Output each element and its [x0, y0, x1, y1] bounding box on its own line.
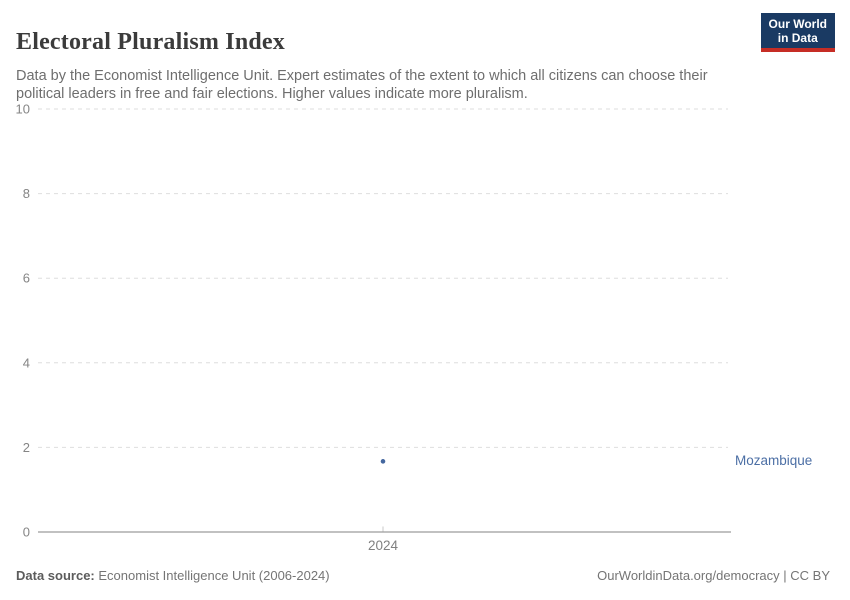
- chart-footer: Data source: Economist Intelligence Unit…: [16, 568, 830, 583]
- data-source-label: Data source:: [16, 568, 95, 583]
- y-axis-tick-label: 10: [16, 102, 30, 117]
- footer-link: OurWorldinData.org/democracy | CC BY: [597, 568, 830, 583]
- owid-logo-line1: Our World: [768, 17, 827, 31]
- y-axis-tick-label: 0: [23, 525, 30, 540]
- owid-logo-line2: in Data: [777, 31, 818, 45]
- data-point-mozambique: [380, 459, 386, 464]
- chart-subtitle: Data by the Economist Intelligence Unit.…: [16, 67, 708, 103]
- chart-title: Electoral Pluralism Index: [16, 29, 285, 56]
- y-axis-tick-label: 8: [23, 186, 30, 201]
- data-source-text: Economist Intelligence Unit (2006-2024): [98, 568, 330, 583]
- owid-logo: Our World in Data: [760, 13, 835, 52]
- y-axis-tick-label: 6: [23, 271, 30, 286]
- entity-label-mozambique: Mozambique: [735, 453, 813, 469]
- y-axis-tick-label: 2: [23, 440, 30, 455]
- data-source-note: Data source: Economist Intelligence Unit…: [16, 568, 330, 583]
- x-axis-tick-label: 2024: [367, 538, 399, 553]
- y-axis-tick-label: 4: [23, 355, 30, 370]
